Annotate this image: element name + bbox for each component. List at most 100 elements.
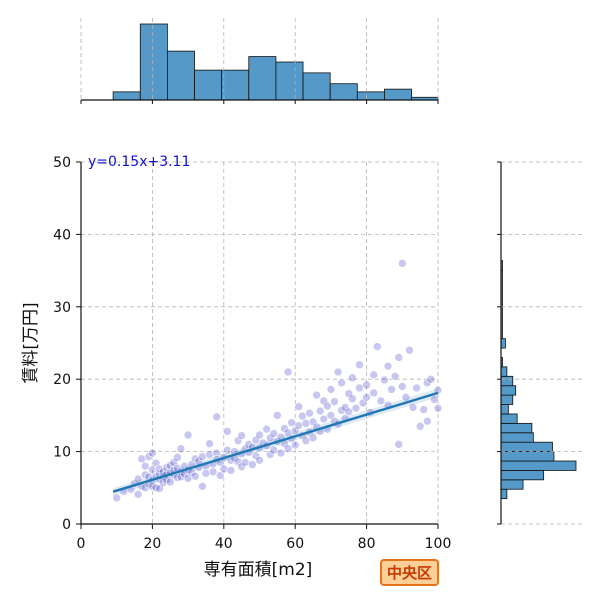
- y-tick-label: 20: [53, 372, 71, 388]
- top-histogram-bar: [166, 50, 195, 101]
- scatter-point: [165, 477, 175, 487]
- scatter-point: [323, 401, 332, 411]
- gridlines: [80, 18, 582, 525]
- scatter-point: [326, 385, 336, 394]
- scatter-point: [144, 452, 154, 461]
- scatter-point: [376, 396, 386, 406]
- right-histogram-bar: [500, 451, 555, 462]
- scatter-point: [140, 483, 150, 493]
- scatter-point: [226, 466, 236, 475]
- scatter-point: [344, 389, 354, 398]
- scatter-point: [233, 436, 243, 446]
- top-histogram-bar: [221, 69, 250, 101]
- right-histogram-bar: [500, 460, 577, 471]
- y-tick-label: 40: [53, 227, 71, 243]
- scatter-point: [290, 440, 300, 450]
- scatter-point: [426, 374, 436, 384]
- scatter-point: [158, 478, 168, 488]
- y-axis-title: 賃料[万円]: [21, 302, 41, 383]
- scatter-point: [337, 378, 346, 388]
- x-tick-label: 80: [358, 536, 376, 552]
- scatter-point: [276, 448, 286, 458]
- scatter-point: [308, 433, 318, 443]
- x-tick-label: 0: [77, 536, 86, 552]
- scatter-point: [315, 406, 325, 416]
- scatter-point: [330, 397, 339, 406]
- scatter-point: [380, 375, 389, 385]
- x-axis-title: 専有面積[m2]: [204, 560, 313, 580]
- top-histogram-bar: [302, 72, 331, 101]
- scatter-point: [208, 467, 218, 477]
- scatter-point: [301, 419, 311, 428]
- scatter-point: [394, 440, 404, 449]
- scatter-point: [408, 403, 418, 412]
- scatter-point: [176, 472, 186, 482]
- top-histogram-bar: [356, 91, 385, 101]
- scatter-point: [133, 490, 143, 499]
- top-histogram-bar: [139, 23, 168, 101]
- ward-badge: 中央区: [380, 559, 440, 586]
- scatter-point: [348, 394, 357, 404]
- scatter-point: [369, 388, 379, 398]
- regression-equation: y=0.15x+3.11: [88, 154, 190, 170]
- scatter-point: [305, 408, 314, 418]
- scatter-point: [419, 405, 429, 414]
- scatter-point: [223, 427, 232, 436]
- regression-line-group: [112, 388, 439, 496]
- scatter-point: [287, 418, 296, 427]
- scatter-point: [248, 460, 257, 469]
- scatter-point: [355, 360, 364, 370]
- right-histogram: [500, 260, 577, 500]
- right-histogram-bar: [500, 422, 533, 434]
- scatter-point: [183, 430, 193, 440]
- scatter-point: [255, 455, 264, 465]
- scatter-point: [251, 451, 261, 461]
- top-histogram: [112, 23, 439, 101]
- scatter-point: [351, 403, 361, 413]
- right-histogram-bar: [500, 375, 514, 387]
- scatter-point: [148, 465, 157, 475]
- scatter-point: [173, 453, 182, 462]
- scatter-point: [383, 361, 393, 371]
- scatter-point: [155, 464, 164, 474]
- scatter-point: [255, 430, 264, 440]
- right-histogram-bar: [500, 470, 545, 481]
- right-histogram-bar: [500, 441, 553, 452]
- scatter-point: [412, 383, 421, 393]
- right-histogram-bar: [500, 366, 508, 377]
- x-tick-label: 100: [425, 536, 452, 552]
- top-histogram-bar: [112, 91, 141, 101]
- regression-line: [112, 391, 439, 493]
- scatter-point: [137, 454, 146, 464]
- scatter-point: [112, 493, 121, 503]
- right-histogram-bar: [500, 404, 509, 415]
- scatter-point: [294, 402, 304, 412]
- scatter-point: [422, 378, 432, 388]
- scatter-point: [433, 403, 443, 413]
- scatter-point: [201, 469, 211, 478]
- scatter-point: [280, 424, 289, 433]
- scatter-point: [362, 392, 371, 402]
- top-histogram-bar: [329, 83, 358, 101]
- scatter-point: [397, 382, 407, 391]
- scatter-point: [283, 367, 293, 377]
- scatter-point: [405, 345, 414, 355]
- scatter-point: [198, 482, 207, 491]
- scatter-point: [355, 383, 364, 393]
- x-tick-label: 20: [143, 536, 161, 552]
- scatter-point: [237, 431, 246, 440]
- scatter-point: [394, 353, 404, 362]
- y-tick-label: 50: [53, 155, 71, 171]
- scatter-point: [240, 458, 250, 467]
- x-tick-label: 60: [286, 536, 304, 552]
- scatter-point: [397, 259, 407, 268]
- scatter-point: [262, 424, 271, 434]
- y-tick-label: 0: [62, 517, 71, 533]
- scatter-point: [415, 421, 425, 431]
- scatter-point: [176, 444, 186, 454]
- top-histogram-bar: [248, 56, 277, 101]
- scatter-point: [205, 439, 214, 448]
- scatter-points: [112, 259, 443, 503]
- scatter-point: [205, 450, 214, 459]
- axes: [80, 99, 502, 525]
